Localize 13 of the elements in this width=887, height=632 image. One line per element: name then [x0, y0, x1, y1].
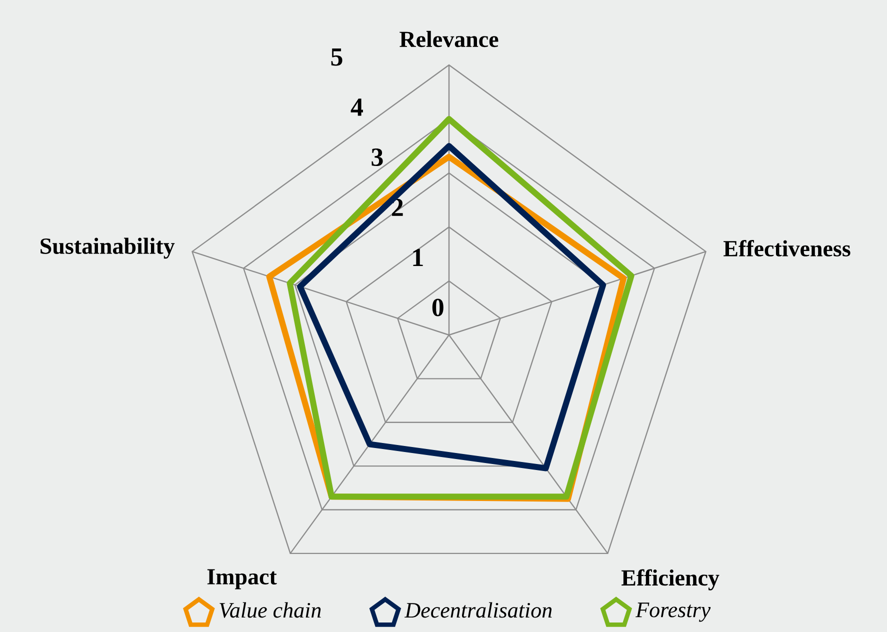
y-tick-label: 3 [372, 148, 383, 166]
spoke-label: Relevance [400, 30, 498, 48]
y-tick-label: 5 [331, 48, 342, 66]
y-tick-label: 1 [413, 248, 423, 266]
y-tick-label: 0 [432, 298, 444, 316]
spoke-label: Efficiency [622, 569, 720, 590]
spoke-label: Impact [207, 569, 277, 590]
y-tick-label: 4 [350, 98, 363, 116]
legend-label: Forestry [636, 602, 711, 622]
legend-label: Decentralisation [404, 602, 552, 618]
legend-label: Value chain [220, 602, 321, 618]
spoke-label: Sustainability [40, 238, 175, 259]
spoke-label: Effectiveness [724, 240, 850, 256]
